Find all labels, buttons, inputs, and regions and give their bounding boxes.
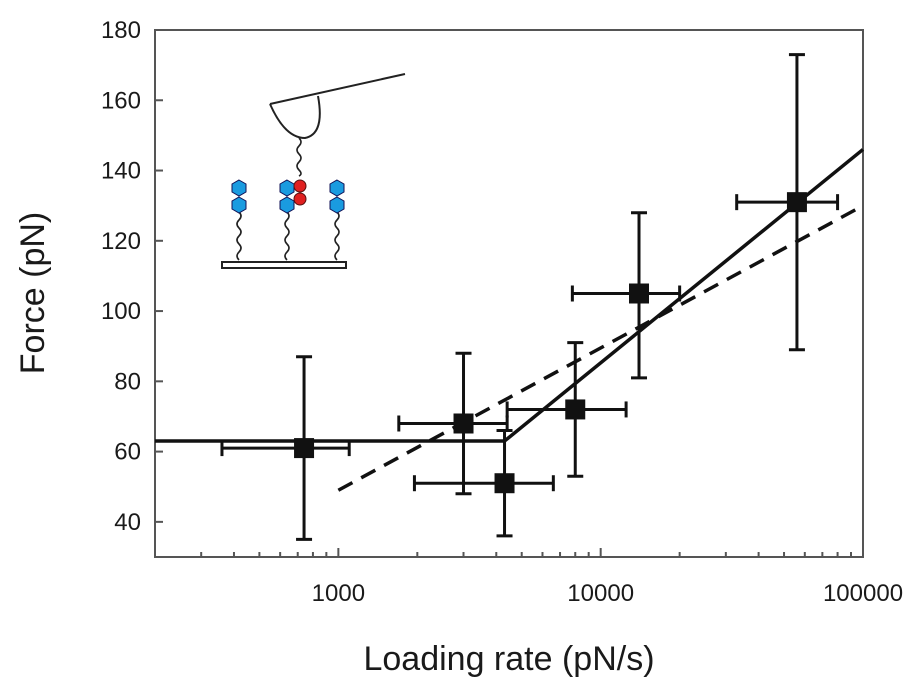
data-point — [412, 429, 555, 538]
tether-icon — [236, 211, 242, 261]
point-marker — [786, 192, 807, 213]
x-tick-label: 100000 — [823, 580, 903, 607]
data-points — [220, 53, 840, 541]
cantilever-icon — [269, 73, 406, 105]
bound-molecule-icon — [293, 179, 307, 193]
y-tick-label: 60 — [114, 439, 141, 466]
point-marker — [565, 399, 586, 420]
plot-frame — [154, 29, 864, 558]
data-point — [220, 355, 351, 541]
bound-molecule-icon — [293, 192, 307, 206]
surface-icon — [221, 261, 347, 269]
x-axis: 1000 10000 100000 — [154, 548, 903, 607]
afm-inset-icon — [221, 73, 406, 269]
x-tick-label: 1000 — [312, 580, 365, 607]
data-point — [505, 341, 628, 478]
point-marker — [453, 413, 474, 434]
data-point — [735, 53, 840, 352]
point-marker — [629, 283, 650, 304]
y-tick-label: 120 — [101, 228, 141, 255]
point-marker — [294, 438, 315, 459]
hexagon-icon — [329, 179, 345, 197]
tether-icon — [284, 211, 290, 261]
data-point — [570, 211, 682, 380]
hexagon-icon — [231, 196, 247, 214]
tether-icon — [296, 137, 302, 177]
hexagon-icon — [231, 179, 247, 197]
y-tick-label: 80 — [114, 368, 141, 395]
point-marker — [494, 473, 515, 494]
x-tick-label: 10000 — [567, 580, 634, 607]
x-axis-title: Loading rate (pN/s) — [363, 640, 654, 678]
y-axis: 40 60 80 100 120 140 160 180 — [101, 17, 163, 536]
fit-line-dashed — [337, 204, 864, 492]
hexagon-icon — [329, 196, 345, 214]
y-tick-label: 180 — [101, 17, 141, 44]
y-tick-label: 40 — [114, 509, 141, 536]
afm-tip-icon — [269, 95, 321, 140]
y-tick-label: 160 — [101, 87, 141, 114]
data-point — [397, 351, 509, 496]
y-tick-label: 100 — [101, 298, 141, 325]
y-tick-label: 140 — [101, 158, 141, 185]
tether-icon — [334, 211, 340, 261]
hexagon-icon — [279, 179, 295, 197]
hexagon-icon — [279, 196, 295, 214]
y-axis-title: Force (pN) — [14, 212, 52, 374]
